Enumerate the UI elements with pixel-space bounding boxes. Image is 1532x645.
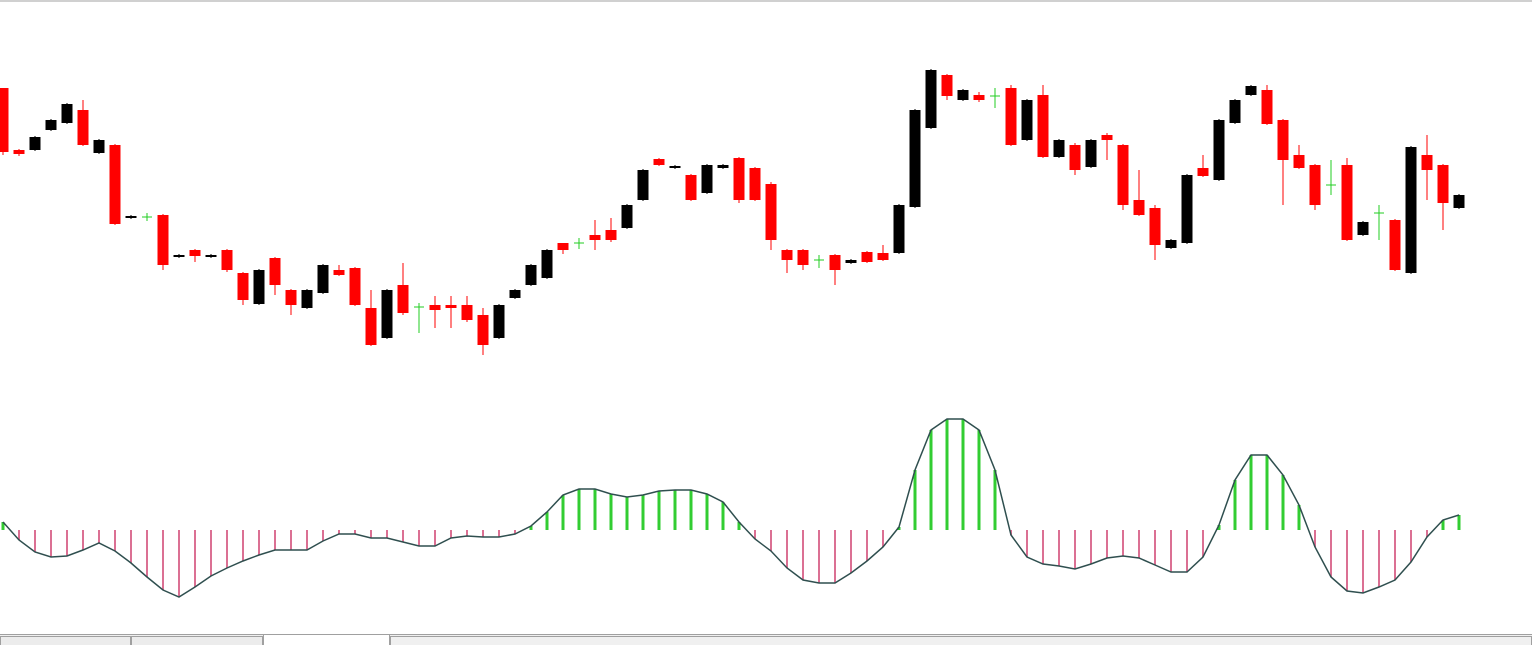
candle-body bbox=[765, 184, 777, 240]
candle-body bbox=[0, 88, 9, 152]
tab[interactable] bbox=[131, 636, 263, 645]
candle-body bbox=[29, 137, 41, 150]
candle-body bbox=[909, 110, 921, 207]
candle-body bbox=[1021, 100, 1033, 140]
candle-body bbox=[605, 230, 617, 240]
price-pane bbox=[0, 69, 1465, 355]
candle-body bbox=[1101, 135, 1113, 140]
candle-body bbox=[957, 90, 969, 100]
candle-body bbox=[381, 290, 393, 338]
candle-body bbox=[45, 120, 57, 130]
candle-body bbox=[205, 255, 217, 257]
candle-body bbox=[237, 273, 249, 300]
candle-body bbox=[1069, 145, 1081, 170]
candle-body bbox=[733, 158, 745, 200]
candle-body bbox=[1037, 95, 1049, 157]
candle-body bbox=[445, 305, 457, 308]
candle-body bbox=[253, 270, 265, 304]
candle-body bbox=[157, 215, 169, 265]
candle-body bbox=[221, 250, 233, 270]
candle-body bbox=[1453, 195, 1465, 208]
candle-body bbox=[781, 250, 793, 260]
active-tab[interactable] bbox=[263, 634, 390, 645]
candle-body bbox=[941, 75, 953, 96]
candle-body bbox=[493, 305, 505, 338]
candle-body bbox=[1405, 147, 1417, 273]
candle-body bbox=[589, 235, 601, 240]
candle-body bbox=[557, 243, 569, 250]
candle-body bbox=[1197, 168, 1209, 176]
candle-body bbox=[317, 265, 329, 293]
candle-body bbox=[477, 315, 489, 345]
candle-body bbox=[637, 170, 649, 200]
candle-body bbox=[749, 168, 761, 200]
candle-body bbox=[301, 290, 313, 308]
candle-body bbox=[973, 95, 985, 100]
candle-body bbox=[365, 308, 377, 345]
candle-body bbox=[701, 165, 713, 193]
oscillator-pane bbox=[1, 418, 1461, 598]
candle-body bbox=[829, 255, 841, 270]
candle-body bbox=[717, 165, 729, 168]
candle-body bbox=[189, 250, 201, 256]
candle-body bbox=[13, 150, 25, 154]
candle-body bbox=[1005, 88, 1017, 145]
candle-body bbox=[525, 265, 537, 285]
candle-body bbox=[861, 252, 873, 262]
candle-body bbox=[541, 250, 553, 278]
candle-body bbox=[429, 305, 441, 310]
candle-body bbox=[1389, 220, 1401, 270]
candle-body bbox=[1053, 140, 1065, 157]
candle-body bbox=[925, 70, 937, 128]
candle-body bbox=[1437, 165, 1449, 203]
candle-body bbox=[125, 216, 137, 218]
candle-body bbox=[269, 258, 281, 285]
candle-body bbox=[1165, 240, 1177, 248]
candle-body bbox=[93, 140, 105, 153]
tab-strip bbox=[390, 636, 1532, 645]
candle-body bbox=[397, 285, 409, 313]
candle-body bbox=[893, 205, 905, 253]
candle-body bbox=[285, 290, 297, 305]
tab[interactable] bbox=[0, 636, 131, 645]
candle-body bbox=[1229, 100, 1241, 123]
candle-body bbox=[685, 175, 697, 200]
candle-body bbox=[1277, 120, 1289, 160]
candle-body bbox=[877, 253, 889, 260]
candle-body bbox=[173, 255, 185, 257]
candle-body bbox=[509, 290, 521, 298]
candle-body bbox=[1149, 208, 1161, 245]
candle-body bbox=[333, 270, 345, 275]
candle-body bbox=[1133, 200, 1145, 215]
candle-body bbox=[1245, 86, 1257, 95]
candle-body bbox=[797, 250, 809, 265]
candle-body bbox=[621, 205, 633, 228]
candle-body bbox=[1117, 145, 1129, 205]
candle-body bbox=[1181, 175, 1193, 243]
oscillator-line bbox=[2, 418, 1460, 598]
candle-body bbox=[349, 268, 361, 305]
candle-body bbox=[1309, 165, 1321, 205]
candle-body bbox=[669, 166, 681, 168]
candle-body bbox=[61, 104, 73, 123]
candle-body bbox=[1357, 222, 1369, 235]
candle-body bbox=[845, 260, 857, 263]
candle-body bbox=[1421, 155, 1433, 170]
candle-body bbox=[653, 159, 665, 165]
candle-body bbox=[1341, 165, 1353, 240]
candle-body bbox=[1293, 155, 1305, 168]
candle-body bbox=[77, 110, 89, 145]
candle-body bbox=[109, 145, 121, 224]
candle-body bbox=[461, 305, 473, 320]
candle-body bbox=[1213, 120, 1225, 180]
candle-body bbox=[1261, 90, 1273, 124]
candle-body bbox=[1085, 140, 1097, 167]
